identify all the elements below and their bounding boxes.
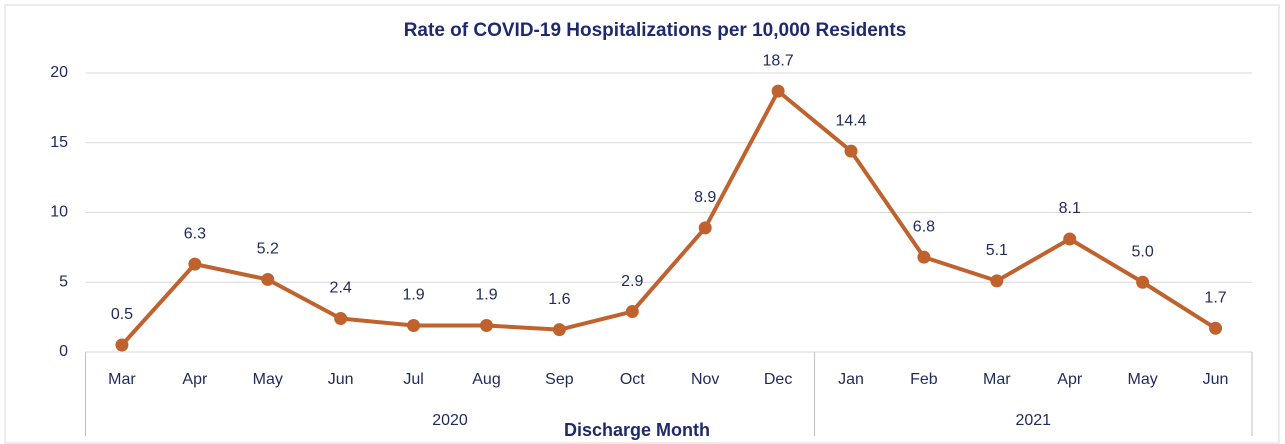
x-tick-label: Jul [403,371,423,388]
group-label: 2021 [1015,412,1051,429]
data-label: 6.3 [184,225,206,242]
data-point [771,84,785,98]
x-tick-label: Aug [472,371,500,388]
data-label: 1.7 [1204,290,1226,307]
x-tick-label: May [253,371,283,388]
data-point [115,338,129,352]
data-label: 2.9 [621,273,643,290]
data-point [479,318,493,332]
data-label: 1.9 [402,287,424,304]
data-label: 8.1 [1059,200,1081,217]
y-tick-label: 15 [50,134,68,151]
data-label: 5.0 [1132,243,1154,260]
data-point [917,250,931,264]
data-label: 1.9 [475,287,497,304]
data-point [1209,321,1223,335]
x-tick-label: Apr [1057,371,1083,388]
data-point [261,272,275,286]
x-tick-label: Jun [1203,371,1229,388]
y-tick-label: 0 [59,343,68,360]
data-label: 5.2 [257,241,279,258]
y-tick-label: 5 [59,273,68,290]
x-tick-label: Apr [182,371,208,388]
x-tick-label: Jun [328,371,354,388]
chart-title: Rate of COVID-19 Hospitalizations per 10… [404,20,907,41]
y-tick-label: 20 [50,64,68,81]
data-label: 1.6 [548,291,570,308]
data-point [1136,275,1150,289]
data-point [844,144,858,158]
x-tick-label: Nov [691,371,719,388]
x-tick-label: Mar [108,371,136,388]
x-tick-label: Dec [764,371,792,388]
y-tick-label: 10 [50,204,68,221]
data-point [552,323,566,337]
data-point [698,221,712,235]
data-line [120,89,1217,347]
x-tick-label: Mar [983,371,1011,388]
chart-border [4,4,1280,444]
data-point [407,318,421,332]
x-axis-title: Discharge Month [564,420,710,440]
data-point [625,305,639,319]
data-point [188,257,202,271]
data-label: 8.9 [694,189,716,206]
data-point [334,312,348,326]
data-label: 5.1 [986,242,1008,259]
data-label: 2.4 [330,280,352,297]
x-tick-label: Oct [620,371,645,388]
data-label: 14.4 [835,112,866,129]
x-tick-label: Jan [838,371,864,388]
data-label: 6.8 [913,218,935,235]
x-tick-label: May [1128,371,1158,388]
x-tick-label: Feb [910,371,938,388]
x-tick-label: Sep [545,371,574,388]
data-point [990,274,1004,288]
group-label: 2020 [432,412,468,429]
data-label: 18.7 [763,52,794,69]
data-point [1063,232,1077,246]
data-label: 0.5 [111,306,133,323]
